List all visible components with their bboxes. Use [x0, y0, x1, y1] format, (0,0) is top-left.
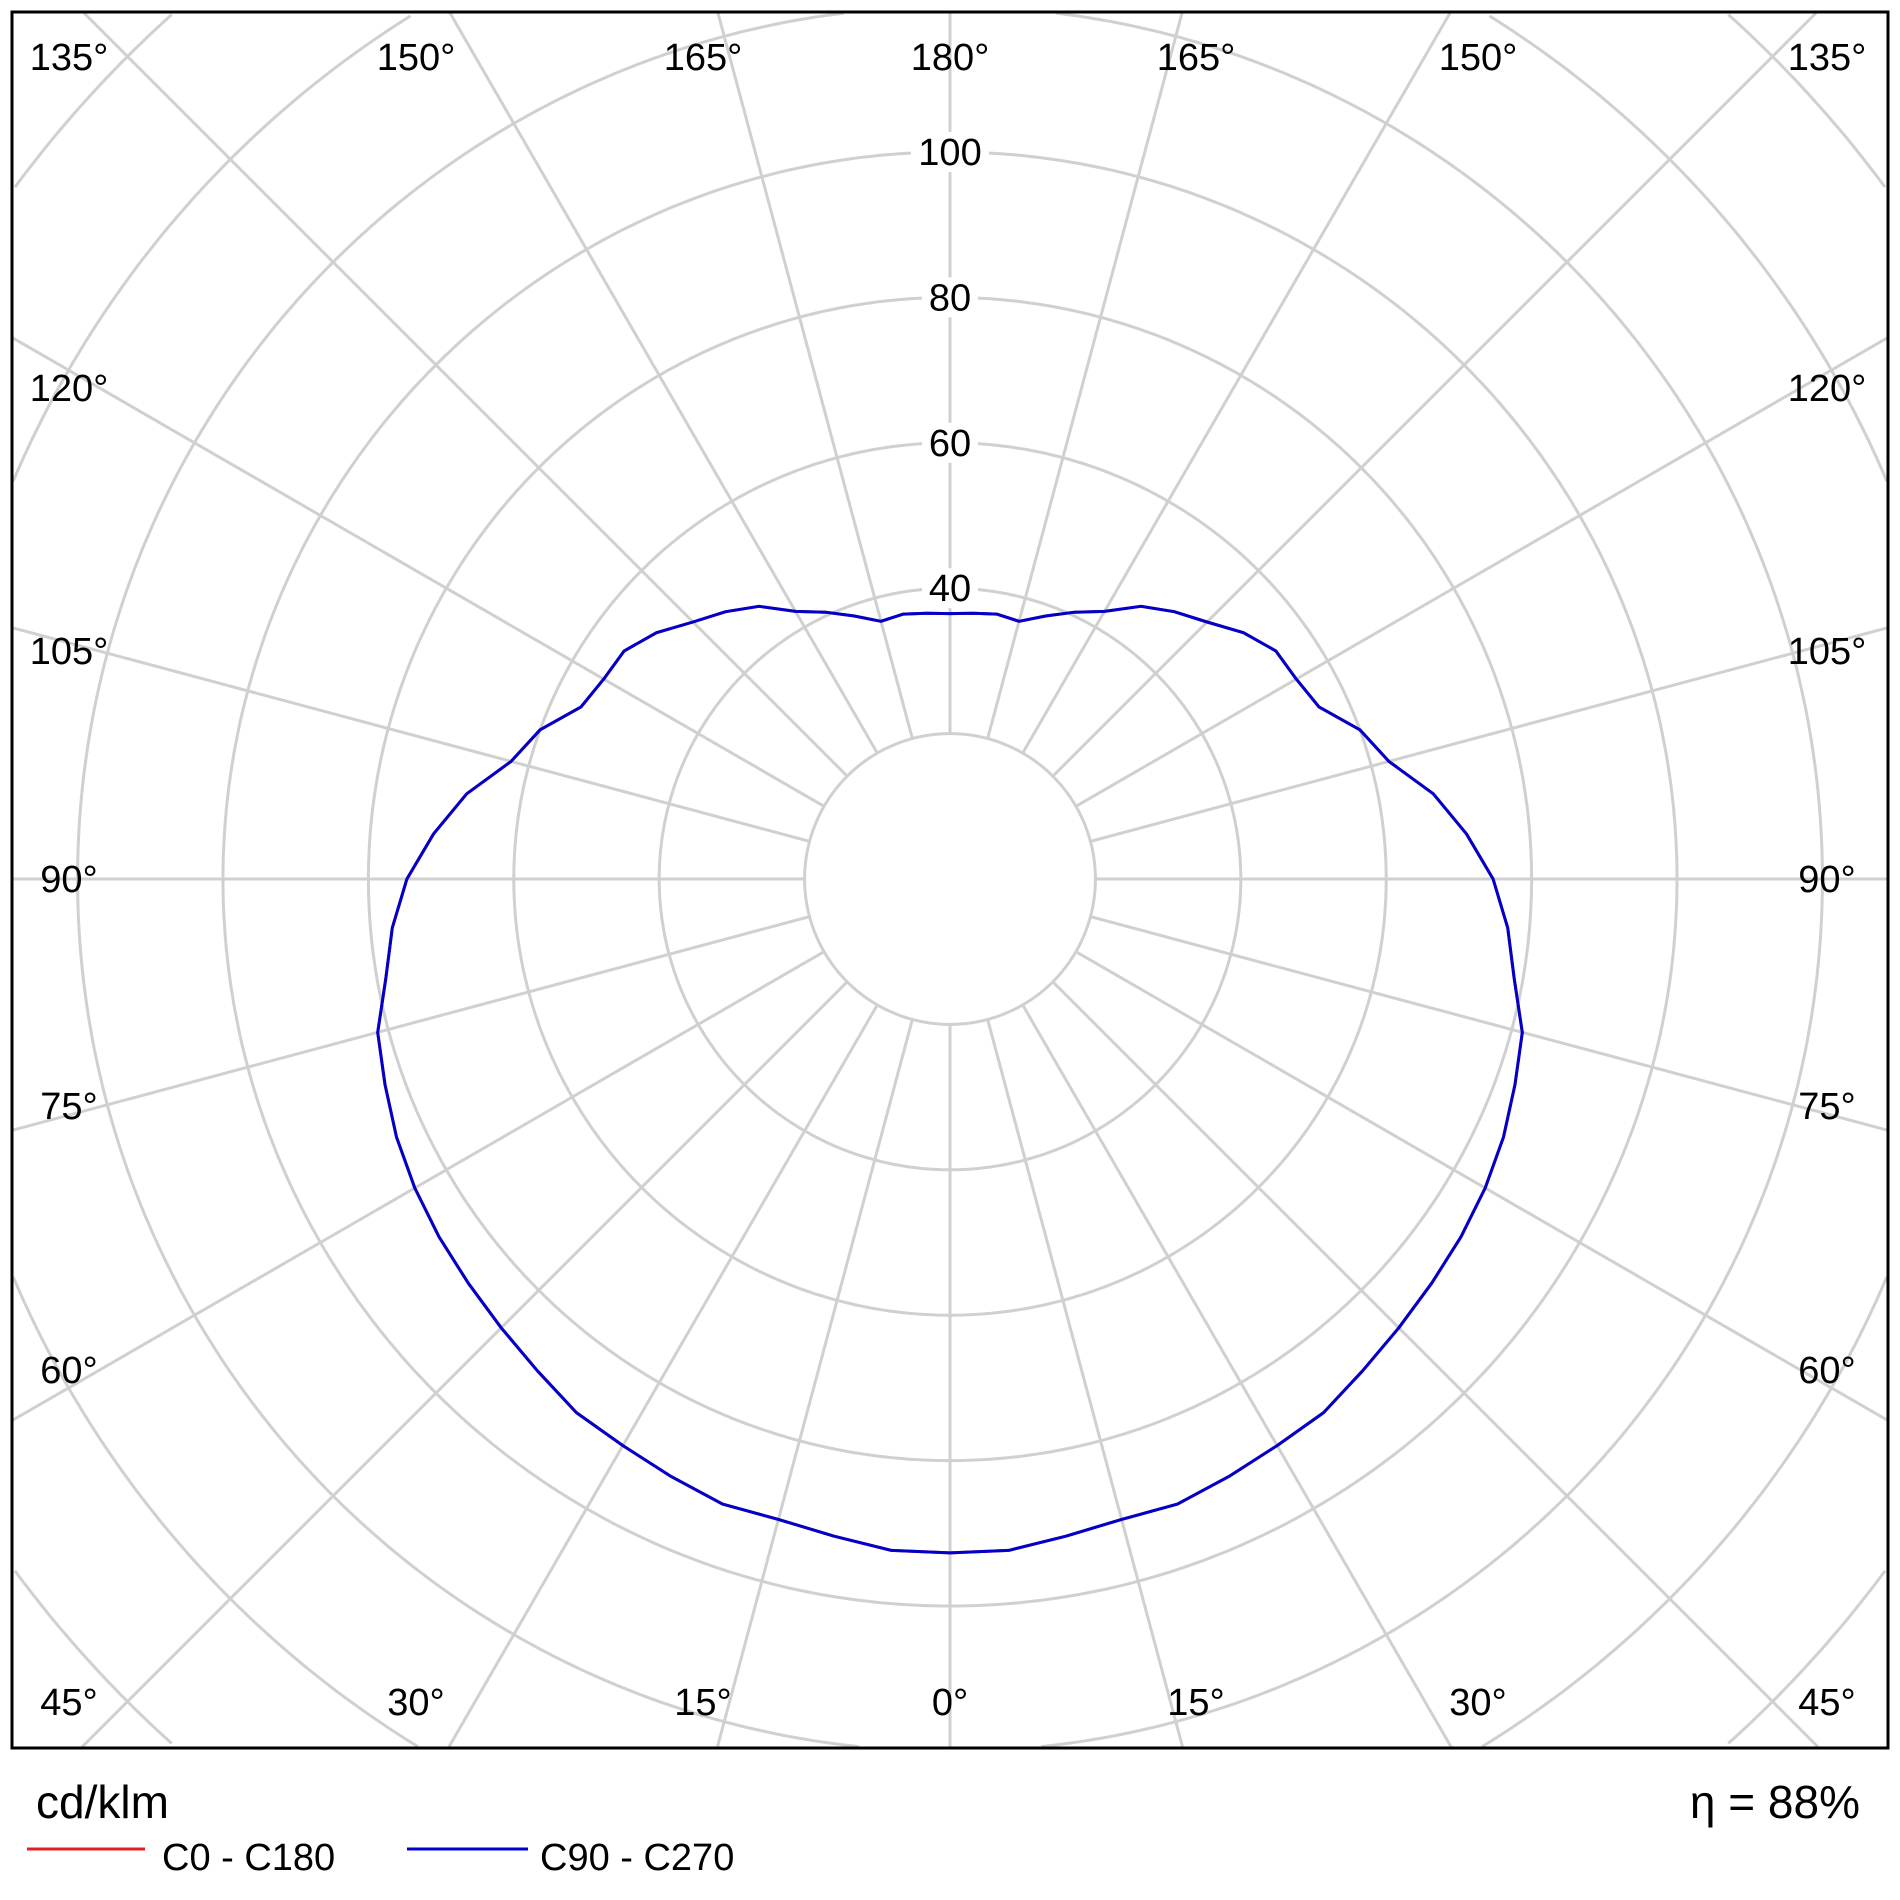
grid-spoke-210 — [448, 12, 879, 754]
grid-spoke-195 — [716, 12, 914, 739]
angle-label: 135° — [30, 37, 109, 79]
angle-label: 180° — [911, 37, 990, 79]
grid-ring-160 — [13, 13, 1887, 1745]
radial-tick-label: 60 — [929, 423, 971, 465]
grid-spoke-225 — [82, 11, 849, 778]
angle-tick-labels: 135° 150° 165° 180° 165° 150° 135° 45° 30° 15° 0° 1… — [30, 37, 1867, 1724]
legend: C0 - C180 C90 - C270 — [27, 1837, 734, 1879]
grid-spoke-60 — [1075, 950, 1888, 1422]
angle-label: 75° — [1798, 1086, 1855, 1128]
radial-tick-background — [922, 422, 978, 463]
grid-spoke-165 — [986, 12, 1184, 739]
angle-label: 135° — [1788, 37, 1867, 79]
grid-spoke-135 — [1051, 11, 1818, 778]
radial-tick-labels: 40 60 80 100 — [911, 132, 989, 610]
angle-label: 150° — [377, 37, 456, 79]
chart-frame — [10, 10, 1890, 1750]
radial-tick-label: 80 — [929, 277, 971, 319]
angle-label: 75° — [40, 1086, 97, 1128]
efficiency-label: η = 88% — [1690, 1776, 1860, 1828]
grid-spoke-105 — [1090, 626, 1888, 843]
grid-spoke-330 — [447, 1004, 879, 1748]
grid-ring-140 — [11, 14, 1889, 1749]
grid-spoke-15 — [986, 1019, 1185, 1748]
grid-spoke-120 — [1075, 336, 1888, 808]
angle-label: 165° — [1157, 37, 1236, 79]
angle-label: 15° — [1167, 1682, 1224, 1724]
grid-spoke-255 — [12, 626, 810, 843]
grid-spoke-345 — [715, 1019, 914, 1748]
angle-label: 150° — [1439, 37, 1518, 79]
angle-label: 105° — [30, 631, 109, 673]
angle-label: 90° — [40, 859, 97, 901]
legend-label-c90-c270: C90 - C270 — [540, 1837, 734, 1879]
unit-label: cd/klm — [36, 1776, 169, 1828]
angle-label: 30° — [1449, 1682, 1506, 1724]
grid-spoke-315 — [80, 980, 849, 1749]
angle-label: 120° — [30, 368, 109, 410]
angle-label: 120° — [1788, 368, 1867, 410]
angle-label: 15° — [674, 1682, 731, 1724]
polar-grid — [11, 11, 1889, 1749]
grid-spoke-240 — [12, 336, 825, 808]
radial-tick-label: 40 — [929, 568, 971, 610]
angle-label: 60° — [1798, 1350, 1855, 1392]
radial-tick-background — [922, 568, 978, 609]
angle-label: 30° — [387, 1682, 444, 1724]
grid-spoke-30 — [1021, 1004, 1453, 1748]
angle-label: 45° — [1798, 1682, 1855, 1724]
radial-tick-label: 100 — [918, 132, 981, 174]
grid-ring-120 — [76, 11, 1824, 1749]
intensity-curves — [376, 604, 1524, 1555]
grid-spoke-75 — [1090, 915, 1888, 1132]
angle-label: 60° — [40, 1350, 97, 1392]
grid-ring-20 — [803, 732, 1097, 1026]
grid-spoke-285 — [12, 915, 810, 1132]
angle-label: 90° — [1798, 859, 1855, 901]
angle-label: 0° — [932, 1682, 968, 1724]
grid-spoke-45 — [1051, 980, 1820, 1749]
curve-c90-c270 — [376, 604, 1524, 1555]
grid-spoke-150 — [1021, 12, 1452, 754]
angle-label: 165° — [664, 37, 743, 79]
legend-label-c0-c180: C0 - C180 — [162, 1837, 335, 1879]
angle-label: 105° — [1788, 631, 1867, 673]
radial-tick-background — [911, 132, 989, 172]
grid-spoke-300 — [12, 950, 825, 1422]
radial-tick-background — [922, 277, 978, 318]
angle-label: 45° — [40, 1682, 97, 1724]
